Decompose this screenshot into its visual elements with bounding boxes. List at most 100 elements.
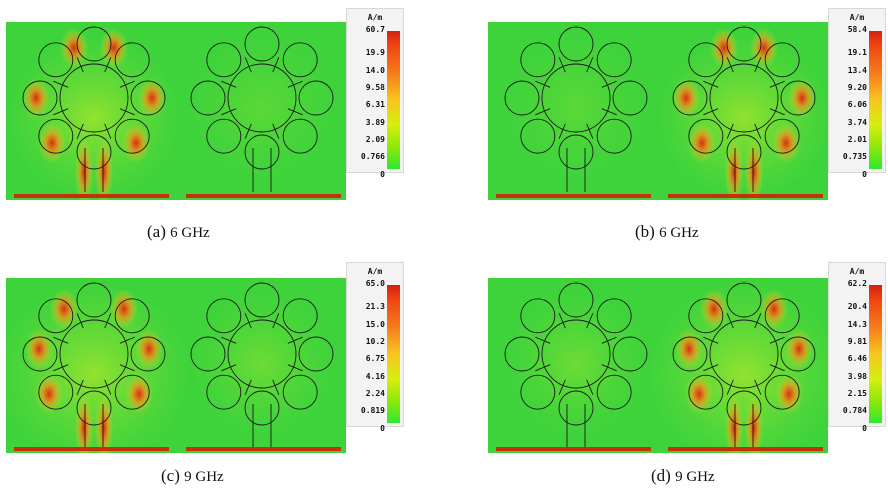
feed-hotspot [725,394,743,453]
color-scale-d: A/m 62.2 20.4 14.3 9.81 6.46 3.98 2.15 0.784 0 [828,262,886,433]
caption-frequency: 9 GHz [184,469,224,485]
scale-tick-label: 14.3 [847,320,867,329]
scale-tick-label: 0 [862,424,867,433]
color-bar [869,31,882,169]
ground-plane-left [496,447,651,451]
scale-tick-label: 4.16 [365,372,385,381]
scale-tick-label: 6.75 [365,354,385,363]
field-hotspot [135,329,163,369]
field-plot-d-svg [488,278,828,453]
caption-label: (b) [635,222,655,241]
field-hotspot [110,289,138,329]
scale-tick-label: 9.58 [365,83,385,92]
antenna-right-outline [190,282,334,448]
scale-tick-label: 62.2 [847,279,867,288]
field-hotspot [22,78,50,118]
field-plot-c-svg [6,278,346,453]
caption-c: (c) 9 GHz [161,466,224,486]
field-hotspot [772,123,800,163]
field-hotspot [122,123,150,163]
color-bar [869,285,882,423]
antenna-left-outline [22,26,166,192]
caption-frequency: 6 GHz [659,225,699,241]
field-hotspot [788,78,816,118]
antenna-right-outline [672,26,816,192]
scale-tick-label: 14.0 [365,66,385,75]
scale-tick-label: 0.819 [360,406,385,415]
scale-tick-label: 3.74 [847,118,867,127]
field-halo [9,38,179,198]
field-hotspot [710,28,738,68]
field-plot-c [6,278,346,453]
unit-label: A/m [367,13,383,22]
field-hotspot [38,123,66,163]
feed-hotspot [95,138,113,200]
field-hotspot [50,289,78,329]
feed-hotspot [95,394,113,453]
scale-tick-label: 0 [862,170,867,179]
scale-tick-label: 3.98 [847,372,867,381]
field-hotspot [688,123,716,163]
color-scale-b: A/m 58.4 19.1 13.4 9.20 6.06 3.74 2.01 0.735 0 [828,8,886,179]
ground-plane-right [668,194,823,198]
scale-tick-label: 60.7 [365,25,385,34]
feed-hotspot [75,394,93,453]
scale-tick-label: 2.01 [847,135,867,144]
scale-tick-label: 0.735 [842,152,867,161]
antenna-left-outline [22,282,166,448]
field-hotspot [775,374,803,414]
field-hotspot [100,28,128,68]
color-bar [387,285,400,423]
scale-tick-label: 6.31 [365,100,385,109]
scale-tick-label: 3.89 [365,118,385,127]
caption-frequency: 9 GHz [675,469,715,485]
color-scale-a: A/m 60.7 19.9 14.0 9.58 6.31 3.89 2.09 0.766 0 [346,8,404,179]
scale-tick-label: 19.1 [847,48,867,57]
ground-plane-right [186,447,341,451]
field-hotspot [675,329,703,369]
field-hotspot [60,28,88,68]
field-plot-a [6,22,346,200]
scale-tick-label: 0 [380,424,385,433]
scale-tick-label: 6.06 [847,100,867,109]
scale-tick-label: 9.81 [847,337,867,346]
coupling-halo [506,38,646,178]
color-bar [387,31,400,169]
scale-tick-label: 2.09 [365,135,385,144]
antenna-left-outline [504,282,648,448]
field-hotspot [700,289,728,329]
scale-tick-label: 0.766 [360,152,385,161]
coupling-halo [192,38,332,178]
caption-a: (a) 6 GHz [147,222,210,242]
coupling-halo [506,294,646,434]
scale-tick-label: 10.2 [365,337,385,346]
antenna-right-outline [190,26,334,192]
feed-hotspot [725,138,743,200]
ground-plane-right [668,447,823,451]
scale-tick-label: 65.0 [365,279,385,288]
antenna-right-outline [672,282,816,448]
scale-tick-label: 19.9 [365,48,385,57]
field-plot-a-svg [6,22,346,200]
unit-label: A/m [849,13,865,22]
ground-plane-left [496,194,651,198]
scale-tick-label: 21.3 [365,302,385,311]
feed-hotspot [75,138,93,200]
scale-tick-label: 15.0 [365,320,385,329]
caption-label: (c) [161,466,180,485]
field-hotspot [125,374,153,414]
caption-label: (d) [651,466,671,485]
caption-d: (d) 9 GHz [651,466,715,486]
scale-tick-label: 2.15 [847,389,867,398]
ground-plane-right [186,194,341,198]
field-hotspot [138,78,166,118]
color-scale-c: A/m 65.0 21.3 15.0 10.2 6.75 4.16 2.24 0.819 0 [346,262,404,433]
scale-tick-label: 13.4 [847,66,867,75]
field-hotspot [785,329,813,369]
field-halo [659,38,828,198]
scale-tick-label: 0 [380,170,385,179]
unit-label: A/m [367,267,383,276]
caption-label: (a) [147,222,166,241]
unit-label: A/m [849,267,865,276]
feed-hotspot [745,138,763,200]
